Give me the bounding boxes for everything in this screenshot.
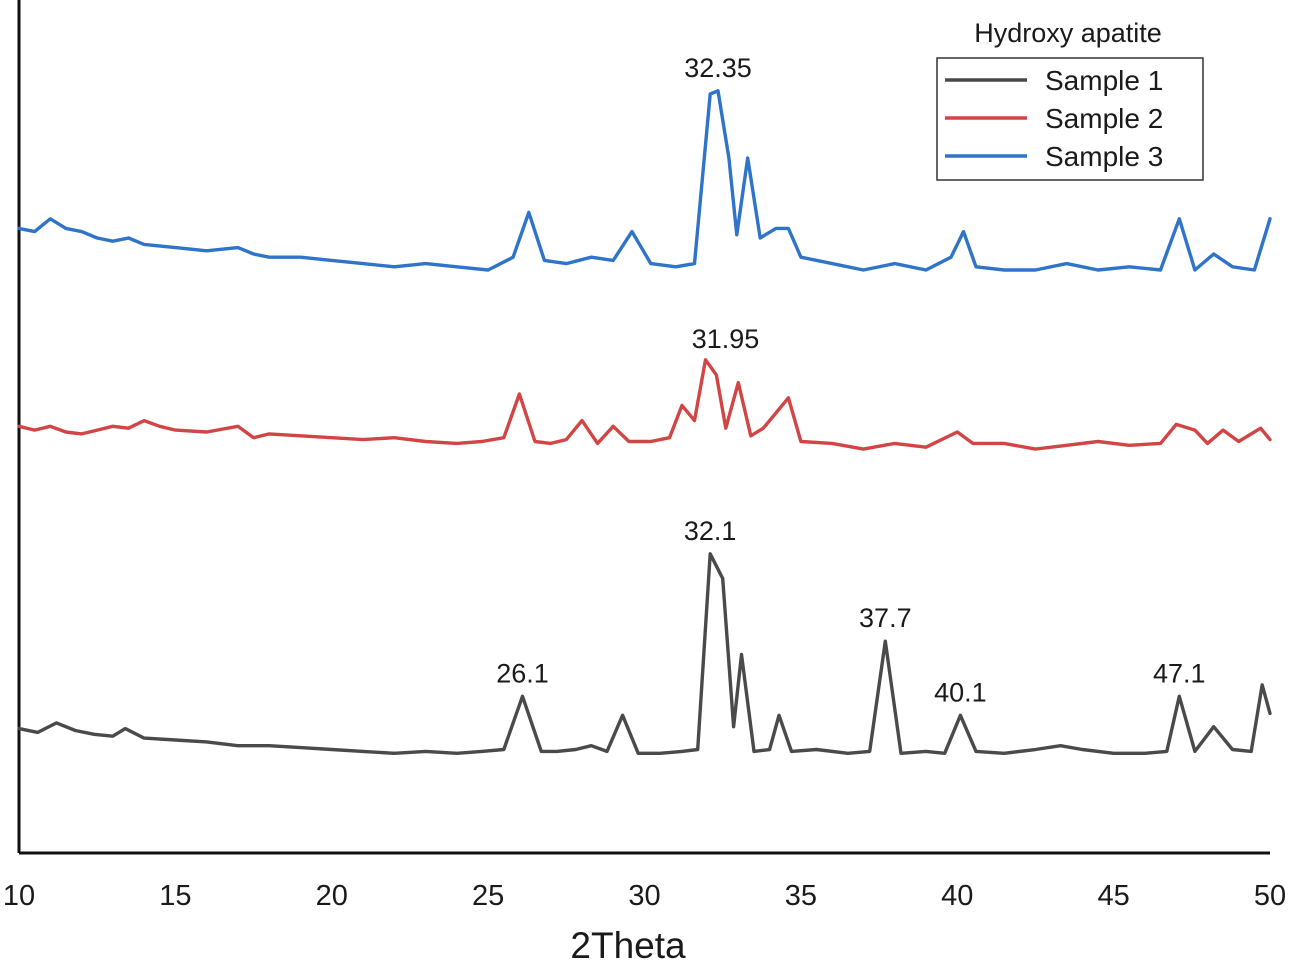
legend-item-sample-1: Sample 1 (945, 65, 1163, 96)
x-tick-labels: 10 15 20 25 30 35 40 45 50 (3, 880, 1286, 912)
peak-label-32-1: 32.1 (684, 516, 737, 546)
x-tick-label-25: 25 (472, 880, 504, 912)
x-tick-label-45: 45 (1097, 880, 1129, 912)
x-tick-label-10: 10 (3, 880, 35, 912)
legend-item-sample-3: Sample 3 (945, 141, 1163, 172)
peak-label-40-1: 40.1 (934, 677, 987, 707)
legend-items: Sample 1 Sample 2 Sample 3 (945, 65, 1163, 172)
x-tick-label-40: 40 (941, 880, 973, 912)
x-tick-label-50: 50 (1254, 880, 1286, 912)
peak-label-26-1: 26.1 (496, 658, 549, 688)
legend-label-sample-2: Sample 2 (1045, 103, 1163, 134)
peak-label-31-95: 31.95 (692, 324, 760, 354)
peak-label-47-1: 47.1 (1153, 658, 1206, 688)
trace-sample-2 (17, 358, 1272, 451)
legend-title: Hydroxy apatite (974, 18, 1162, 48)
legend-label-sample-1: Sample 1 (1045, 65, 1163, 96)
series-traces (17, 89, 1272, 755)
legend-label-sample-3: Sample 3 (1045, 141, 1163, 172)
peak-label-37-7: 37.7 (859, 603, 912, 633)
legend-item-sample-2: Sample 2 (945, 103, 1163, 134)
x-tick-label-30: 30 (628, 880, 660, 912)
x-tick-label-20: 20 (316, 880, 348, 912)
legend: Hydroxy apatite Sample 1 Sample 2 Sample 3 (936, 18, 1204, 181)
x-axis-title: 2Theta (570, 925, 686, 966)
x-tick-label-35: 35 (785, 880, 817, 912)
peak-label-32-35: 32.35 (684, 53, 752, 83)
trace-sample-1 (17, 552, 1272, 755)
peak-labels: 26.1 32.1 37.7 40.1 47.1 32.35 31.95 (496, 53, 1206, 707)
x-tick-label-15: 15 (159, 880, 191, 912)
trace-sample-3 (17, 89, 1272, 272)
